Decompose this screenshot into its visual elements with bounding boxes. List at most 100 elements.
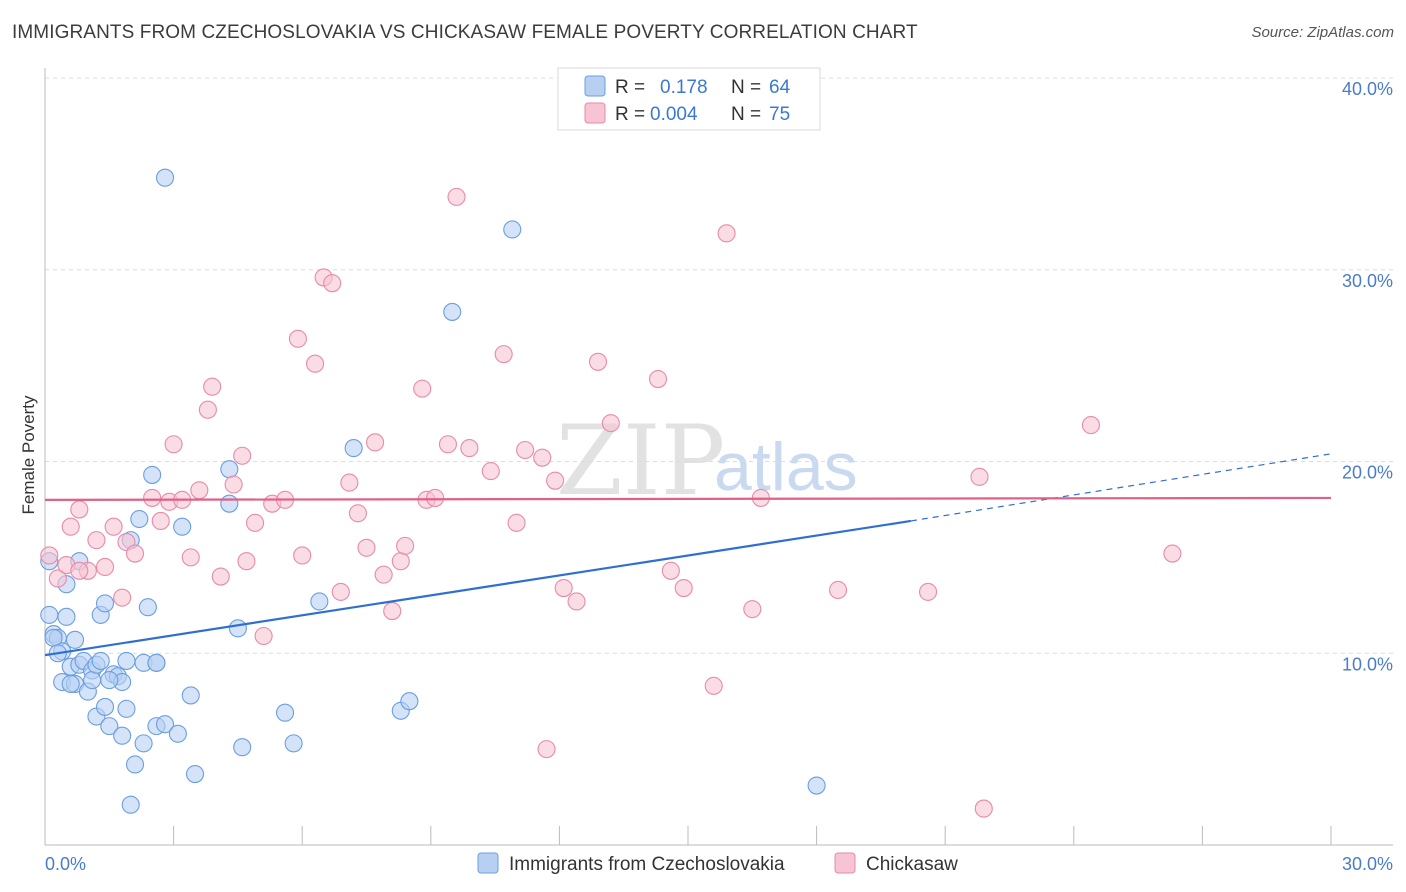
czechoslovakia-point [61,674,80,693]
chickasaw-point [507,513,526,532]
chickasaw-point [151,511,170,530]
chickasaw-point [438,435,457,454]
chickasaw-point [1163,544,1182,563]
chickasaw-point [413,379,432,398]
y-tick-label-30: 30.0% [1342,271,1393,291]
chickasaw-point [181,548,200,567]
chickasaw-point [494,345,513,364]
legend-n-value-2: 75 [769,104,790,125]
chickasaw-point [601,414,620,433]
czechoslovakia-point [344,439,363,458]
chickasaw-point [554,579,573,598]
legend-n-label-1: N = [731,77,761,98]
chickasaw-point [537,740,556,759]
chickasaw-point [340,473,359,492]
chickasaw-point [919,582,938,601]
chickasaw-point [567,592,586,611]
chickasaw-point [970,467,989,486]
czechoslovakia-point [220,460,239,479]
chickasaw-point [366,433,385,452]
trend-line-czechoslovakia-extension [910,453,1332,522]
chickasaw-point [40,546,59,565]
czechoslovakia-point [91,651,110,670]
czechoslovakia-point [83,671,102,690]
chickasaw-point [383,602,402,621]
czechoslovakia-point [807,776,826,795]
bottom-legend-swatch-chickasaw [834,852,856,874]
chickasaw-point [211,567,230,586]
trend-line-chickasaw [44,496,1332,501]
chickasaw-point [533,448,552,467]
czechoslovakia-point [95,697,115,716]
stats-legend: R = 0.178 N = 64 R = 0.004 N = 75 [557,67,821,131]
chickasaw-point [113,588,132,607]
czechoslovakia-point [100,717,119,736]
czechoslovakia-point [185,765,205,784]
legend-swatch-chickasaw [584,102,606,124]
legend-swatch-czechoslovakia [584,75,606,97]
legend-r-label-2: R = [615,104,645,125]
czechoslovakia-point [100,671,119,690]
watermark: ZIP atlas [556,405,858,517]
chickasaw-point [661,561,680,580]
y-tick-label-20: 20.0% [1342,463,1393,483]
czechoslovakia-point [44,628,63,647]
czechoslovakia-point [173,517,192,536]
x-tick-label-max: 30.0% [1342,854,1393,874]
series-legend: Immigrants from Czechoslovakia Chickasaw [477,852,958,875]
tick-labels: 10.0% 20.0% 30.0% 40.0% 0.0% 30.0% [45,79,1393,874]
czechoslovakia-point [503,220,522,239]
bottom-legend-swatch-czechoslovakia [477,852,499,874]
chickasaw-point [293,546,312,565]
chickasaw-point [331,582,350,601]
czechoslovakia-point [117,651,136,670]
czechoslovakia-point [65,630,85,649]
czechoslovakia-point [117,699,136,718]
legend-r-value-1: 0.178 [660,77,708,98]
chickasaw-point [104,517,123,536]
legend-n-value-1: 64 [769,77,791,98]
czechoslovakia-point [125,755,145,774]
chickasaw-point [164,435,183,454]
y-tick-label-40: 40.0% [1342,79,1393,99]
chickasaw-point [198,400,217,419]
chickasaw-point [481,462,500,481]
czechoslovakia-point [134,734,153,753]
chickasaw-point [588,352,608,371]
y-tick-label-10: 10.0% [1342,654,1393,674]
czechoslovakia-point [138,598,157,617]
chickasaw-point [743,600,762,619]
chart-title: IMMIGRANTS FROM CZECHOSLOVAKIA VS CHICKA… [12,22,918,43]
czechoslovakia-point [143,465,162,484]
chickasaw-point [828,580,848,600]
y-axis-label: Female Poverty [19,395,38,515]
czechoslovakia-point [155,168,175,187]
chickasaw-point [61,517,80,536]
czechoslovakia-point [228,619,247,638]
trend-lines [44,453,1332,657]
chickasaw-point [125,544,145,563]
czechoslovakia-point [113,726,132,745]
chickasaw-point [516,440,535,460]
chickasaw-point [203,377,222,396]
czechoslovakia-point [276,703,295,722]
czechoslovakia-point [443,302,462,321]
chickasaw-point [48,569,67,588]
x-tick-label-min: 0.0% [45,854,86,874]
bottom-legend-label-czechoslovakia: Immigrants from Czechoslovakia [509,854,785,875]
legend-r-value-2: 0.004 [650,104,698,125]
czechoslovakia-point [181,686,200,705]
chickasaw-point [190,481,209,500]
trend-line-czechoslovakia [44,519,912,657]
chickasaw-point [374,565,393,584]
series-chickasaw-points [40,95,1182,818]
axes [44,68,1393,846]
czechoslovakia-point [220,494,239,513]
series-czechoslovakia-points [40,168,826,814]
chickasaw-point [1081,416,1100,435]
czechoslovakia-point [40,605,59,624]
czechoslovakia-point [400,692,419,711]
chickasaw-point [95,557,115,577]
czechoslovakia-point [284,734,303,753]
